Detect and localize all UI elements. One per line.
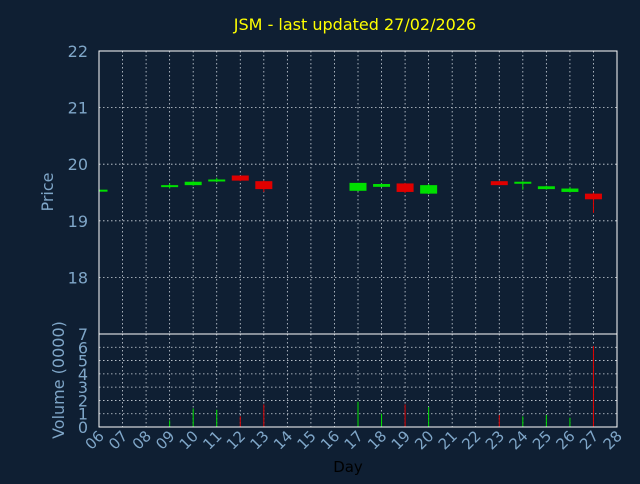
candle: [514, 181, 532, 190]
day-tick-label: 08: [129, 427, 155, 453]
day-tick-label: 13: [246, 427, 272, 453]
candle-body: [208, 179, 226, 182]
day-tick-label: 17: [341, 427, 367, 453]
price-tick-label: 18: [68, 268, 88, 287]
candle-body: [537, 186, 555, 190]
candle-body: [255, 181, 273, 190]
candle-body: [561, 188, 579, 192]
day-tick-label: 10: [176, 427, 202, 453]
day-tick-label: 09: [152, 427, 178, 453]
day-tick-label: 14: [270, 427, 296, 453]
price-tick-label: 22: [68, 42, 88, 61]
volume-tick-label: 2: [78, 391, 88, 410]
candle-body: [490, 181, 508, 186]
volume-bars: [98, 345, 594, 427]
day-tick-label: 27: [576, 427, 602, 453]
candle-body: [514, 181, 532, 184]
candle: [208, 177, 226, 183]
candle-body: [584, 193, 602, 200]
volume-axis-label: Volume (0000): [49, 321, 68, 439]
volume-tick-label: 4: [78, 365, 88, 384]
candle: [161, 183, 179, 189]
plot-frames: [98, 50, 618, 428]
volume-tick-label: 3: [78, 378, 88, 397]
price-candles: [98, 175, 602, 213]
day-tick-label: 16: [317, 427, 343, 453]
candle: [584, 192, 602, 213]
candle-body: [99, 189, 108, 192]
candle-body: [373, 184, 391, 187]
day-tick-label: 25: [529, 427, 555, 453]
price-tick-label: 20: [68, 155, 88, 174]
volume-tick-label: 5: [78, 352, 88, 371]
volume-tick-label: 6: [78, 338, 88, 357]
candle-body: [231, 175, 249, 181]
candle-body: [161, 185, 179, 188]
candle: [98, 189, 108, 193]
day-tick-label: 11: [199, 427, 225, 453]
price-tick-label: 19: [68, 212, 88, 231]
candle: [420, 184, 438, 195]
candle: [255, 180, 273, 192]
day-tick-label: 20: [411, 427, 437, 453]
x-tick-labels: 0607080910111213141516171819202122232425…: [82, 427, 626, 453]
candle: [490, 181, 508, 186]
day-tick-label: 15: [294, 427, 320, 453]
day-tick-label: 23: [482, 427, 508, 453]
chart-title: JSM - last updated 27/02/2026: [233, 15, 476, 34]
day-tick-label: 28: [600, 427, 626, 453]
candle: [349, 182, 367, 192]
day-tick-label: 21: [435, 427, 461, 453]
day-tick-label: 18: [364, 427, 390, 453]
day-tick-label: 12: [223, 427, 249, 453]
candle: [231, 175, 249, 182]
day-tick-label: 26: [553, 427, 579, 453]
day-tick-label: 19: [388, 427, 414, 453]
candle: [373, 183, 391, 188]
day-tick-label: 07: [105, 427, 131, 453]
day-tick-label: 22: [458, 427, 484, 453]
price-tick-label: 21: [68, 99, 88, 118]
candle-body: [420, 185, 438, 194]
day-tick-label: 24: [505, 427, 531, 453]
price-axis-label: Price: [38, 172, 57, 211]
day-axis-label: Day: [333, 458, 363, 476]
candle: [396, 182, 414, 194]
volume-tick-label: 1: [78, 405, 88, 424]
candle-body: [396, 183, 414, 192]
candle: [537, 185, 555, 190]
candle-body: [349, 182, 367, 191]
volume-frame: [98, 333, 618, 428]
volume-tick-label: 7: [78, 325, 88, 344]
candle: [184, 181, 202, 186]
volume-tick-label: 0: [78, 418, 88, 437]
candle-body: [184, 181, 202, 186]
price-grid: [99, 51, 617, 334]
candle: [561, 186, 579, 193]
